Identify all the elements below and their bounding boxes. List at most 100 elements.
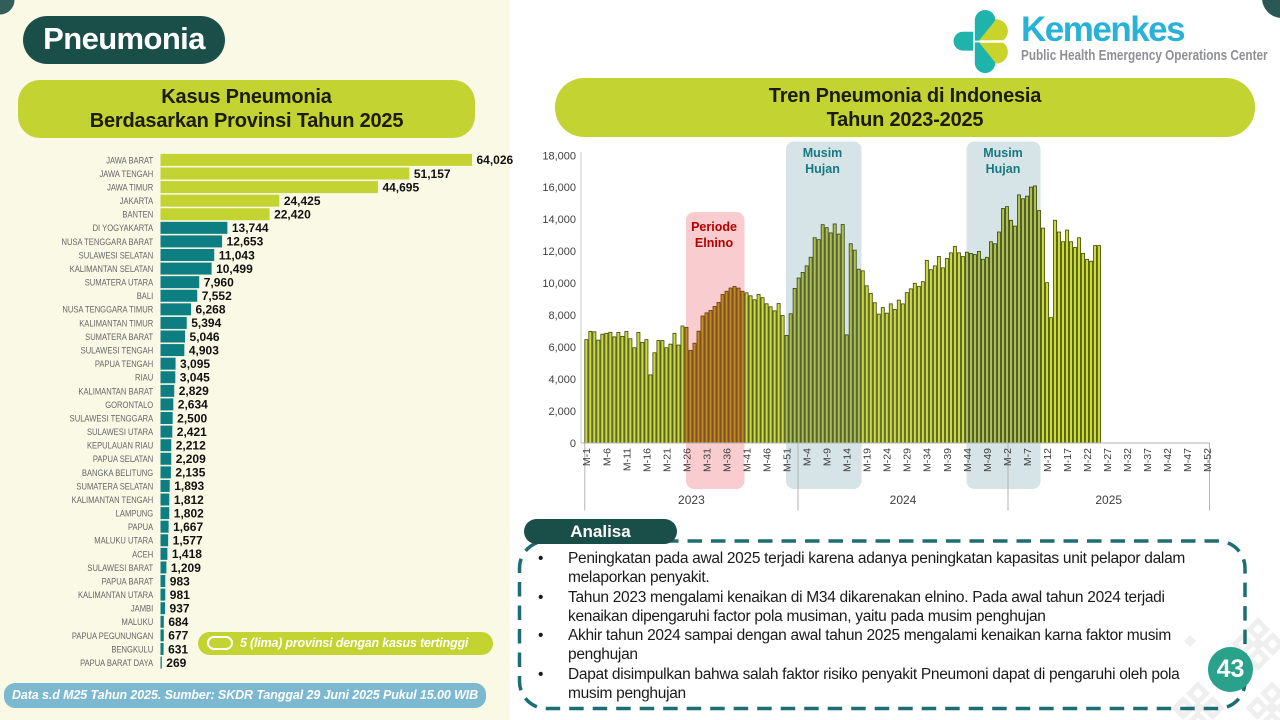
svg-text:1,812: 1,812 [174, 493, 204, 507]
svg-text:M-2: M-2 [1002, 448, 1014, 466]
svg-text:KEPULAUAN RIAU: KEPULAUAN RIAU [87, 440, 153, 451]
svg-text:44,695: 44,695 [382, 180, 419, 194]
svg-text:BANGKA BELITUNG: BANGKA BELITUNG [82, 467, 154, 478]
svg-text:SULAWESI BARAT: SULAWESI BARAT [87, 562, 153, 573]
svg-text:11,043: 11,043 [219, 248, 255, 262]
svg-text:BENGKULU: BENGKULU [111, 644, 153, 655]
svg-text:SUMATERA BARAT: SUMATERA BARAT [85, 331, 154, 342]
svg-text:ACEH: ACEH [132, 548, 153, 559]
svg-text:M-24: M-24 [882, 448, 894, 472]
svg-text:1,577: 1,577 [173, 534, 203, 548]
svg-text:Musim: Musim [983, 146, 1023, 160]
svg-text:24,425: 24,425 [284, 194, 321, 208]
svg-text:677: 677 [168, 629, 188, 643]
svg-text:JAWA TIMUR: JAWA TIMUR [107, 182, 153, 193]
svg-text:M-44: M-44 [962, 448, 974, 472]
svg-text:M-12: M-12 [1042, 448, 1054, 472]
svg-text:M-31: M-31 [701, 448, 713, 472]
svg-text:5,394: 5,394 [191, 316, 221, 330]
svg-text:M-4: M-4 [802, 448, 814, 466]
svg-text:Hujan: Hujan [986, 162, 1021, 176]
svg-text:KALIMANTAN SELATAN: KALIMANTAN SELATAN [70, 263, 154, 274]
svg-text:Public Health Emergency Operat: Public Health Emergency Operations Cente… [1021, 47, 1268, 63]
svg-text:M-51: M-51 [782, 448, 794, 472]
svg-text:SULAWESI TENGGARA: SULAWESI TENGGARA [70, 413, 154, 424]
svg-text:2024: 2024 [890, 493, 917, 507]
svg-text:M-14: M-14 [842, 448, 854, 472]
svg-text:981: 981 [170, 588, 190, 602]
svg-text:M-47: M-47 [1182, 448, 1194, 472]
svg-text:MALUKU: MALUKU [122, 616, 154, 627]
svg-text:JAKARTA: JAKARTA [120, 195, 154, 206]
svg-text:4,000: 4,000 [548, 374, 576, 386]
svg-text:1,418: 1,418 [172, 547, 202, 561]
svg-text:M-42: M-42 [1162, 448, 1174, 472]
svg-text:KALIMANTAN TENGAH: KALIMANTAN TENGAH [72, 494, 154, 505]
svg-text:2,000: 2,000 [548, 406, 576, 418]
svg-text:16,000: 16,000 [542, 182, 576, 194]
svg-text:M-39: M-39 [942, 448, 954, 472]
svg-text:PAPUA: PAPUA [128, 521, 153, 532]
svg-text:M-41: M-41 [741, 448, 753, 472]
svg-text:M-6: M-6 [601, 448, 613, 466]
svg-text:NUSA TENGGARA TIMUR: NUSA TENGGARA TIMUR [62, 304, 153, 315]
svg-text:3,045: 3,045 [180, 371, 210, 385]
svg-text:10,000: 10,000 [542, 278, 576, 290]
svg-text:BALI: BALI [137, 290, 153, 301]
svg-text:7,960: 7,960 [204, 275, 234, 289]
svg-text:M-7: M-7 [1022, 448, 1034, 466]
svg-text:18,000: 18,000 [542, 150, 576, 162]
svg-text:M-19: M-19 [862, 448, 874, 472]
svg-text:BANTEN: BANTEN [122, 209, 153, 220]
svg-text:KALIMANTAN TIMUR: KALIMANTAN TIMUR [79, 317, 153, 328]
svg-text:6,268: 6,268 [196, 303, 226, 317]
svg-text:SUMATERA UTARA: SUMATERA UTARA [85, 277, 154, 288]
svg-text:PAPUA SELATAN: PAPUA SELATAN [93, 453, 153, 464]
svg-text:M-46: M-46 [761, 448, 773, 472]
svg-text:51,157: 51,157 [414, 167, 451, 181]
svg-text:NUSA TENGGARA BARAT: NUSA TENGGARA BARAT [62, 236, 154, 247]
svg-text:2,209: 2,209 [176, 452, 206, 466]
svg-text:64,026: 64,026 [477, 153, 514, 167]
svg-text:Periode: Periode [691, 220, 737, 234]
svg-text:22,420: 22,420 [274, 208, 311, 222]
svg-text:12,653: 12,653 [227, 235, 264, 249]
svg-text:8,000: 8,000 [548, 310, 576, 322]
svg-text:M-36: M-36 [721, 448, 733, 472]
svg-text:10,499: 10,499 [216, 262, 253, 276]
svg-text:937: 937 [170, 602, 190, 616]
svg-text:MALUKU UTARA: MALUKU UTARA [94, 535, 153, 546]
svg-text:2,634: 2,634 [178, 398, 208, 412]
svg-text:KALIMANTAN BARAT: KALIMANTAN BARAT [78, 385, 153, 396]
svg-text:1,802: 1,802 [174, 506, 204, 520]
svg-text:M-16: M-16 [641, 448, 653, 472]
svg-text:PAPUA BARAT: PAPUA BARAT [102, 576, 154, 587]
svg-text:1,209: 1,209 [171, 561, 201, 575]
svg-text:JAWA BARAT: JAWA BARAT [106, 154, 154, 165]
svg-text:M-49: M-49 [982, 448, 994, 472]
svg-text:5,046: 5,046 [190, 330, 220, 344]
svg-text:Kemenkes: Kemenkes [1021, 10, 1185, 49]
svg-text:13,744: 13,744 [232, 221, 269, 235]
svg-text:M-32: M-32 [1122, 448, 1134, 472]
svg-text:DI YOGYAKARTA: DI YOGYAKARTA [93, 222, 154, 233]
svg-text:Musim: Musim [803, 146, 843, 160]
svg-text:GORONTALO: GORONTALO [105, 399, 153, 410]
svg-text:1,893: 1,893 [174, 479, 204, 493]
svg-text:M-21: M-21 [661, 448, 673, 472]
svg-text:2,135: 2,135 [175, 466, 205, 480]
svg-text:JAWA TENGAH: JAWA TENGAH [99, 168, 153, 179]
svg-text:7,552: 7,552 [202, 289, 232, 303]
svg-text:SULAWESI TENGAH: SULAWESI TENGAH [81, 345, 154, 356]
svg-text:SULAWESI SELATAN: SULAWESI SELATAN [79, 250, 154, 261]
svg-text:3,095: 3,095 [180, 357, 210, 371]
svg-text:LAMPUNG: LAMPUNG [116, 508, 154, 519]
svg-text:PAPUA BARAT DAYA: PAPUA BARAT DAYA [80, 657, 153, 668]
svg-text:SUMATERA SELATAN: SUMATERA SELATAN [76, 481, 153, 492]
svg-text:KALIMANTAN UTARA: KALIMANTAN UTARA [78, 589, 153, 600]
svg-text:2,212: 2,212 [176, 438, 206, 452]
svg-text:M-9: M-9 [822, 448, 834, 466]
svg-text:Hujan: Hujan [805, 162, 840, 176]
svg-text:M-17: M-17 [1062, 448, 1074, 472]
svg-text:0: 0 [570, 438, 576, 450]
